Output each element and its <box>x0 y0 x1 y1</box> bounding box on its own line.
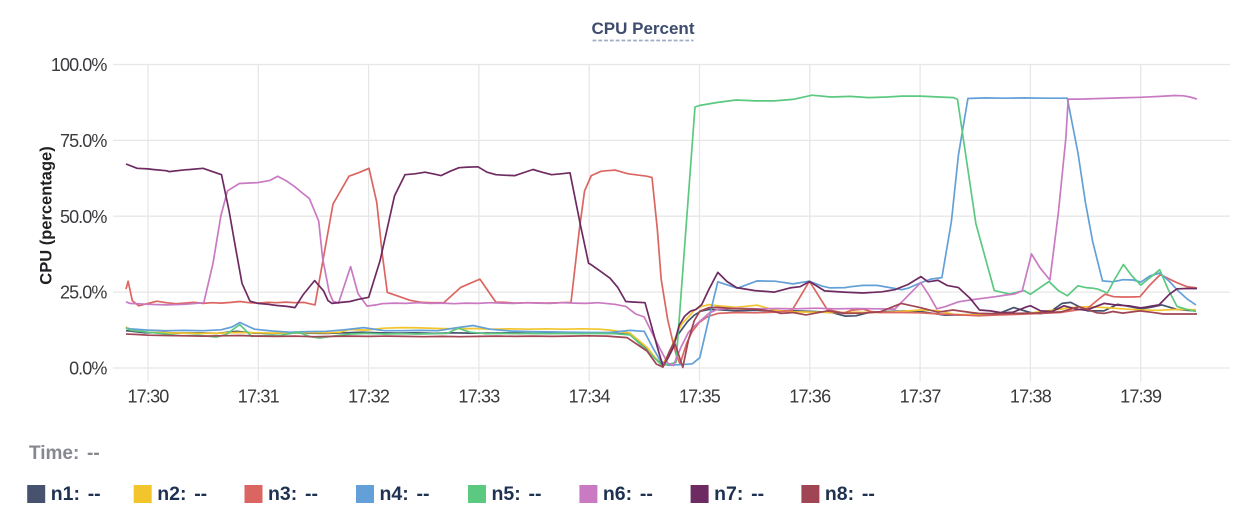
svg-text:n3:: n3: <box>268 483 297 505</box>
svg-text:17:34: 17:34 <box>569 387 611 407</box>
svg-text:--: -- <box>417 483 430 505</box>
svg-text:n1:: n1: <box>51 483 80 505</box>
svg-text:--: -- <box>87 443 100 464</box>
svg-text:100.0%: 100.0% <box>51 55 108 75</box>
svg-text:25.0%: 25.0% <box>60 283 107 303</box>
svg-text:--: -- <box>305 483 318 505</box>
svg-text:17:38: 17:38 <box>1010 387 1052 407</box>
svg-text:n6:: n6: <box>603 483 632 505</box>
svg-text:n2:: n2: <box>157 483 186 505</box>
svg-text:n7:: n7: <box>714 483 743 505</box>
svg-text:50.0%: 50.0% <box>60 207 107 227</box>
svg-text:Time:: Time: <box>29 443 79 464</box>
svg-text:--: -- <box>640 483 653 505</box>
svg-text:17:37: 17:37 <box>900 387 942 407</box>
svg-text:--: -- <box>194 483 207 505</box>
svg-text:--: -- <box>88 483 101 505</box>
svg-text:--: -- <box>862 483 875 505</box>
svg-text:17:32: 17:32 <box>348 387 390 407</box>
svg-text:CPU (percentage): CPU (percentage) <box>38 146 56 284</box>
svg-text:75.0%: 75.0% <box>60 131 107 151</box>
svg-text:17:31: 17:31 <box>238 387 280 407</box>
svg-text:n8:: n8: <box>825 483 854 505</box>
svg-text:17:39: 17:39 <box>1120 387 1162 407</box>
svg-text:CPU Percent: CPU Percent <box>592 19 695 38</box>
svg-text:--: -- <box>529 483 542 505</box>
svg-text:17:30: 17:30 <box>127 387 169 407</box>
svg-text:n4:: n4: <box>380 483 409 505</box>
svg-text:17:36: 17:36 <box>789 387 831 407</box>
svg-text:0.0%: 0.0% <box>69 359 107 379</box>
svg-text:--: -- <box>751 483 764 505</box>
svg-text:17:35: 17:35 <box>679 387 721 407</box>
svg-text:17:33: 17:33 <box>458 387 500 407</box>
svg-text:n5:: n5: <box>492 483 521 505</box>
